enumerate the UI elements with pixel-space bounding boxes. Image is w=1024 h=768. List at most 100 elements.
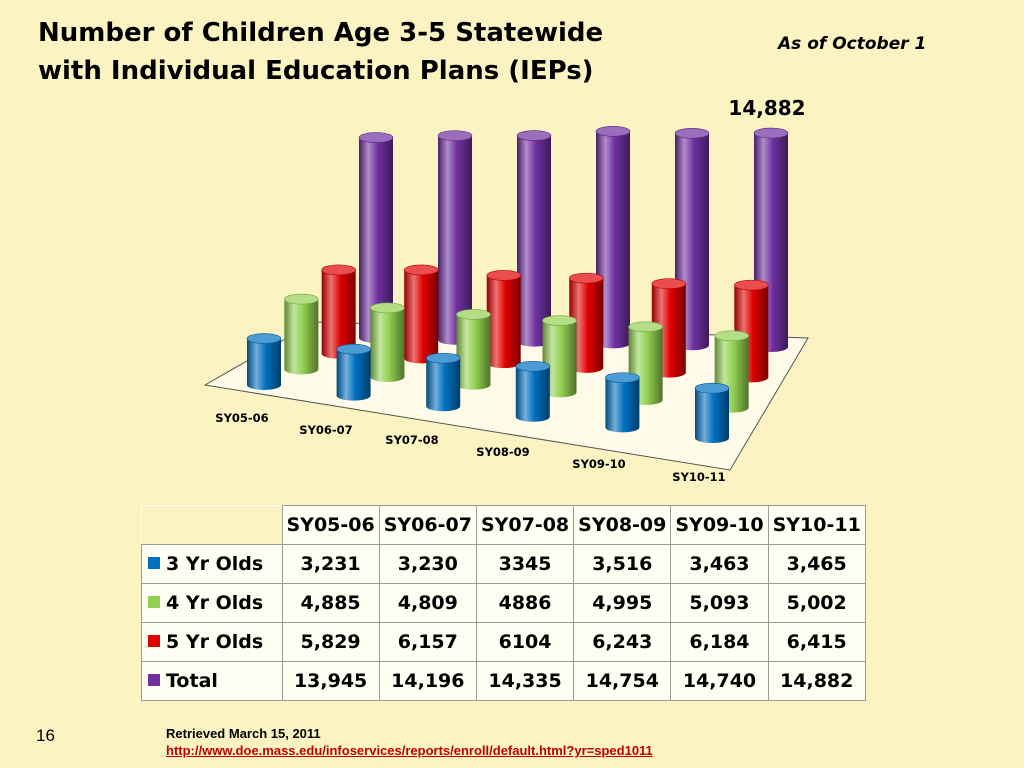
- cylinder-body: [336, 349, 371, 401]
- table-cell: 5,002: [767, 583, 866, 623]
- row-header: 3 Yr Olds: [141, 544, 283, 584]
- title-line-2: with Individual Education Plans (IEPs): [38, 56, 594, 86]
- legend-swatch: [148, 596, 160, 608]
- table-cell: 14,754: [573, 661, 672, 701]
- column-header: SY06-07: [378, 505, 477, 545]
- category-label: SY08-09: [476, 445, 529, 459]
- column-header: SY08-09: [573, 505, 672, 545]
- cylinder-top: [321, 264, 356, 276]
- cylinder-top: [437, 130, 473, 142]
- bar-4-yr-olds-sy08-09: [542, 315, 577, 398]
- cylinder-body: [542, 320, 577, 398]
- cylinder-top: [486, 270, 522, 281]
- cylinder-top: [336, 343, 371, 355]
- table-cell: 5,829: [281, 622, 380, 662]
- total-value-label: 14,882: [728, 96, 805, 120]
- cylinder-bars: [246, 126, 789, 443]
- table-header-row: SY05-06 SY06-07 SY07-08 SY08-09 SY09-10 SY10-…: [141, 505, 866, 545]
- table-row: Total 13,945 14,196 14,335 14,754 14,740 14,88…: [141, 661, 866, 701]
- table-cell: 13,945: [281, 661, 380, 701]
- row-header: 4 Yr Olds: [141, 583, 283, 623]
- table-cell: 4,809: [378, 583, 477, 623]
- bar-5-yr-olds-sy06-07: [403, 264, 439, 364]
- table-cell: 4886: [475, 583, 575, 623]
- slide-title: Number of Children Age 3-5 Statewide wit…: [38, 14, 603, 90]
- cylinder-top: [515, 360, 551, 372]
- legend-swatch: [148, 557, 160, 569]
- title-line-1: Number of Children Age 3-5 Statewide: [38, 18, 604, 48]
- table-cell: 3345: [475, 544, 575, 584]
- cylinder-body: [515, 366, 550, 422]
- category-label: SY05-06: [215, 411, 268, 425]
- bar-4-yr-olds-sy07-08: [456, 309, 491, 390]
- bar-5-yr-olds-sy07-08: [486, 270, 522, 369]
- cylinder-top: [456, 309, 491, 320]
- cylinder-body: [569, 278, 604, 373]
- cylinder-top: [246, 333, 282, 344]
- table-row: 3 Yr Olds 3,231 3,230 3345 3,516 3,463 3,465: [141, 544, 866, 584]
- cylinder-body: [517, 135, 551, 347]
- cylinder-top: [595, 126, 631, 137]
- cylinder-body: [695, 388, 729, 443]
- table-cell: 6,415: [767, 622, 866, 662]
- cylinder-top: [516, 130, 552, 141]
- cylinder-top: [425, 352, 461, 364]
- cylinder-chart: SY05-06 SY06-07 SY07-08 SY08-09 SY09-10 SY10-…: [203, 96, 809, 484]
- bar-total-sy06-07: [437, 130, 473, 345]
- page-number: 16: [36, 726, 55, 745]
- table-cell: 3,516: [573, 544, 672, 584]
- table-cell: 6,157: [378, 622, 477, 662]
- cylinder-body: [359, 137, 393, 343]
- cylinder-body: [404, 269, 439, 364]
- category-label: SY07-08: [385, 433, 438, 447]
- cylinder-body: [426, 358, 461, 412]
- cylinder-body: [605, 377, 640, 433]
- row-label: 4 Yr Olds: [166, 592, 264, 614]
- cylinder-body: [486, 275, 521, 369]
- cylinder-top: [370, 302, 405, 314]
- bar-3-yr-olds-sy10-11: [694, 382, 730, 443]
- cylinder-top: [674, 128, 710, 139]
- bar-3-yr-olds-sy06-07: [336, 343, 371, 401]
- table-body: 3 Yr Olds 3,231 3,230 3345 3,516 3,463 3,465 4 …: [141, 544, 866, 701]
- bar-3-yr-olds-sy08-09: [515, 360, 551, 422]
- bar-3-yr-olds-sy09-10: [605, 372, 640, 433]
- cylinder-top: [628, 321, 663, 333]
- bar-4-yr-olds-sy05-06: [284, 293, 319, 375]
- bar-total-sy08-09: [595, 126, 631, 349]
- cylinder-top: [753, 127, 789, 139]
- bar-4-yr-olds-sy06-07: [370, 302, 405, 382]
- category-labels: SY05-06 SY06-07 SY07-08 SY08-09 SY09-10 SY10-…: [215, 411, 725, 484]
- table-cell: 4,995: [573, 583, 672, 623]
- column-header: SY05-06: [281, 505, 380, 545]
- cylinder-top: [284, 293, 319, 305]
- cylinder-body: [456, 314, 491, 390]
- table-cell: 3,230: [378, 544, 477, 584]
- source-link[interactable]: http://www.doe.mass.edu/infoservices/rep…: [166, 743, 653, 758]
- cylinder-top: [694, 382, 730, 394]
- column-header: SY10-11: [767, 505, 866, 545]
- as-of-date: As of October 1: [778, 34, 927, 54]
- cylinder-top: [605, 372, 640, 383]
- table-cell: 4,885: [281, 583, 380, 623]
- table-row: 5 Yr Olds 5,829 6,157 6104 6,243 6,184 6,415: [141, 622, 866, 662]
- cylinder-top: [403, 264, 439, 276]
- cylinder-body: [370, 307, 405, 382]
- table-corner-cell: [141, 505, 283, 545]
- table-cell: 5,093: [670, 583, 769, 623]
- row-label: Total: [166, 670, 218, 692]
- cylinder-body: [321, 269, 356, 359]
- table-cell: 14,882: [767, 661, 866, 701]
- category-label: SY10-11: [672, 470, 725, 484]
- legend-swatch: [148, 674, 160, 686]
- cylinder-body: [438, 135, 472, 345]
- table-cell: 14,740: [670, 661, 769, 701]
- cylinder-top: [734, 279, 769, 291]
- table-cell: 3,231: [281, 544, 380, 584]
- table-row: 4 Yr Olds 4,885 4,809 4886 4,995 5,093 5,002: [141, 583, 866, 623]
- bar-3-yr-olds-sy07-08: [425, 352, 461, 412]
- table-cell: 3,465: [767, 544, 866, 584]
- data-table: SY05-06 SY06-07 SY07-08 SY08-09 SY09-10 SY10-…: [141, 505, 866, 701]
- cylinder-top: [542, 315, 577, 326]
- cylinder-top: [714, 330, 749, 342]
